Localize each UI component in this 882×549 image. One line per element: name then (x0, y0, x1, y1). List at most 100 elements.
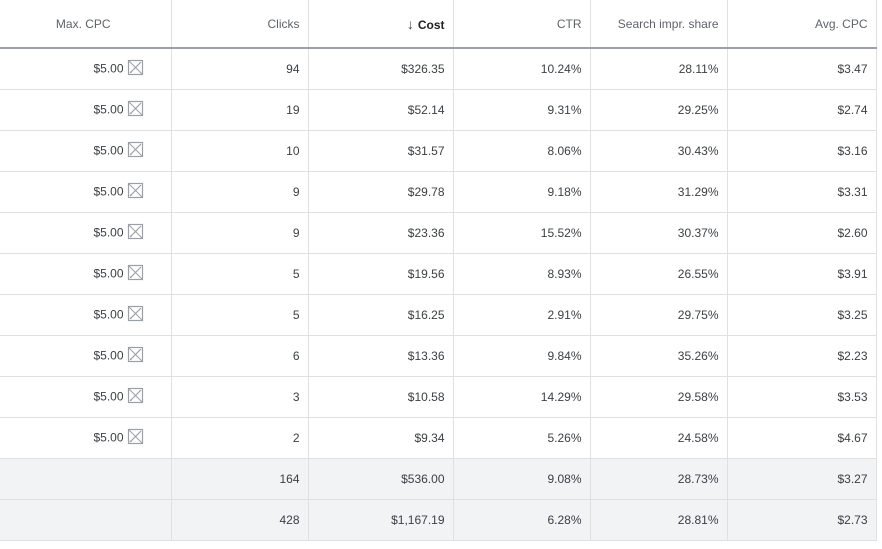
avg-cpc-cell: $2.73 (727, 499, 877, 541)
arrow-down-icon: ↓ (406, 15, 414, 32)
ctr-cell: 9.84% (453, 335, 591, 377)
column-header-cost[interactable]: ↓ Cost (308, 0, 454, 49)
search-impr-share-cell: 30.37% (590, 212, 728, 254)
max-cpc-cell[interactable]: $5.00 (0, 253, 172, 295)
cost-cell: $52.14 (308, 89, 454, 131)
clicks-cell: 164 (171, 458, 309, 500)
pencil-edit-icon[interactable] (127, 428, 144, 445)
max-cpc-value: $5.00 (93, 61, 124, 76)
pencil-edit-icon[interactable] (127, 100, 144, 117)
pencil-edit-icon[interactable] (127, 264, 144, 281)
max-cpc-cell[interactable]: $5.00 (0, 48, 172, 90)
clicks-cell: 3 (171, 376, 309, 418)
search-impr-share-cell: 28.11% (590, 48, 728, 90)
table-row[interactable]: $5.00 5 $19.56 8.93% 26.55% $3.91 (0, 253, 877, 295)
column-header-ctr[interactable]: CTR (453, 0, 591, 49)
pencil-edit-icon[interactable] (127, 223, 144, 240)
column-header-clicks[interactable]: Clicks (171, 0, 309, 49)
clicks-cell: 19 (171, 89, 309, 131)
pencil-edit-icon[interactable] (127, 305, 144, 322)
avg-cpc-cell: $3.53 (727, 376, 877, 418)
max-cpc-value: $5.00 (93, 307, 124, 322)
search-impr-share-cell: 29.75% (590, 294, 728, 336)
clicks-cell: 10 (171, 130, 309, 172)
max-cpc-cell[interactable]: $5.00 (0, 171, 172, 213)
avg-cpc-cell: $3.47 (727, 48, 877, 90)
max-cpc-cell[interactable]: $5.00 (0, 130, 172, 172)
ctr-cell: 9.08% (453, 458, 591, 500)
ctr-cell: 14.29% (453, 376, 591, 418)
keywords-table: Max. CPC Clicks ↓ Cost CTR Search impr. s… (0, 0, 877, 541)
cost-cell: $13.36 (308, 335, 454, 377)
search-impr-share-cell: 29.25% (590, 89, 728, 131)
clicks-cell: 2 (171, 417, 309, 459)
max-cpc-cell[interactable]: $5.00 (0, 417, 172, 459)
max-cpc-cell[interactable]: $5.00 (0, 294, 172, 336)
ctr-cell: 6.28% (453, 499, 591, 541)
max-cpc-cell[interactable]: $5.00 (0, 376, 172, 418)
max-cpc-value: $5.00 (93, 184, 124, 199)
ctr-cell: 9.31% (453, 89, 591, 131)
avg-cpc-cell: $4.67 (727, 417, 877, 459)
pencil-edit-icon[interactable] (127, 346, 144, 363)
max-cpc-value: $5.00 (93, 225, 124, 240)
column-header-search-impr-share[interactable]: Search impr. share (590, 0, 728, 49)
search-impr-share-cell: 28.81% (590, 499, 728, 541)
table-row[interactable]: $5.00 5 $16.25 2.91% 29.75% $3.25 (0, 294, 877, 336)
ctr-cell: 8.06% (453, 130, 591, 172)
cost-cell: $10.58 (308, 376, 454, 418)
max-cpc-value: $5.00 (93, 348, 124, 363)
column-header-label: Avg. CPC (815, 16, 868, 31)
table-row[interactable]: $5.00 2 $9.34 5.26% 24.58% $4.67 (0, 417, 877, 459)
column-header-avg-cpc[interactable]: Avg. CPC (727, 0, 877, 49)
table-row[interactable]: $5.00 9 $23.36 15.52% 30.37% $2.60 (0, 212, 877, 254)
clicks-cell: 5 (171, 294, 309, 336)
pencil-edit-icon[interactable] (127, 387, 144, 404)
column-header-label: CTR (556, 16, 582, 31)
search-impr-share-cell: 30.43% (590, 130, 728, 172)
max-cpc-value: $5.00 (93, 389, 124, 404)
total-label-cell (0, 458, 172, 500)
max-cpc-value: $5.00 (93, 430, 124, 445)
pencil-edit-icon[interactable] (127, 141, 144, 158)
avg-cpc-cell: $3.25 (727, 294, 877, 336)
column-header-label: Cost (417, 17, 445, 32)
table-row[interactable]: $5.00 6 $13.36 9.84% 35.26% $2.23 (0, 335, 877, 377)
column-header-label: Search impr. share (617, 16, 719, 31)
avg-cpc-cell: $2.23 (727, 335, 877, 377)
search-impr-share-cell: 31.29% (590, 171, 728, 213)
clicks-cell: 94 (171, 48, 309, 90)
column-header-label: Clicks (267, 16, 300, 31)
search-impr-share-cell: 29.58% (590, 376, 728, 418)
cost-cell: $19.56 (308, 253, 454, 295)
pencil-edit-icon[interactable] (127, 182, 144, 199)
search-impr-share-cell: 24.58% (590, 417, 728, 459)
search-impr-share-cell: 28.73% (590, 458, 728, 500)
ctr-cell: 5.26% (453, 417, 591, 459)
ctr-cell: 15.52% (453, 212, 591, 254)
header-row: Max. CPC Clicks ↓ Cost CTR Search impr. s… (0, 0, 877, 49)
avg-cpc-cell: $3.91 (727, 253, 877, 295)
ctr-cell: 8.93% (453, 253, 591, 295)
table-header: Max. CPC Clicks ↓ Cost CTR Search impr. s… (0, 0, 877, 49)
clicks-cell: 9 (171, 212, 309, 254)
column-header-max-cpc[interactable]: Max. CPC (0, 0, 172, 49)
ctr-cell: 2.91% (453, 294, 591, 336)
max-cpc-value: $5.00 (93, 266, 124, 281)
cost-cell: $536.00 (308, 458, 454, 500)
max-cpc-cell[interactable]: $5.00 (0, 335, 172, 377)
cost-cell: $16.25 (308, 294, 454, 336)
max-cpc-cell[interactable]: $5.00 (0, 89, 172, 131)
total-row: 164 $536.00 9.08% 28.73% $3.27 (0, 458, 877, 500)
search-impr-share-cell: 35.26% (590, 335, 728, 377)
table-row[interactable]: $5.00 94 $326.35 10.24% 28.11% $3.47 (0, 48, 877, 90)
table-row[interactable]: $5.00 9 $29.78 9.18% 31.29% $3.31 (0, 171, 877, 213)
max-cpc-cell[interactable]: $5.00 (0, 212, 172, 254)
table-row[interactable]: $5.00 10 $31.57 8.06% 30.43% $3.16 (0, 130, 877, 172)
pencil-edit-icon[interactable] (127, 59, 144, 76)
table-body: $5.00 94 $326.35 10.24% 28.11% $3.47 $5.… (0, 48, 877, 541)
table-row[interactable]: $5.00 19 $52.14 9.31% 29.25% $2.74 (0, 89, 877, 131)
table-row[interactable]: $5.00 3 $10.58 14.29% 29.58% $3.53 (0, 376, 877, 418)
cost-cell: $1,167.19 (308, 499, 454, 541)
cost-cell: $31.57 (308, 130, 454, 172)
